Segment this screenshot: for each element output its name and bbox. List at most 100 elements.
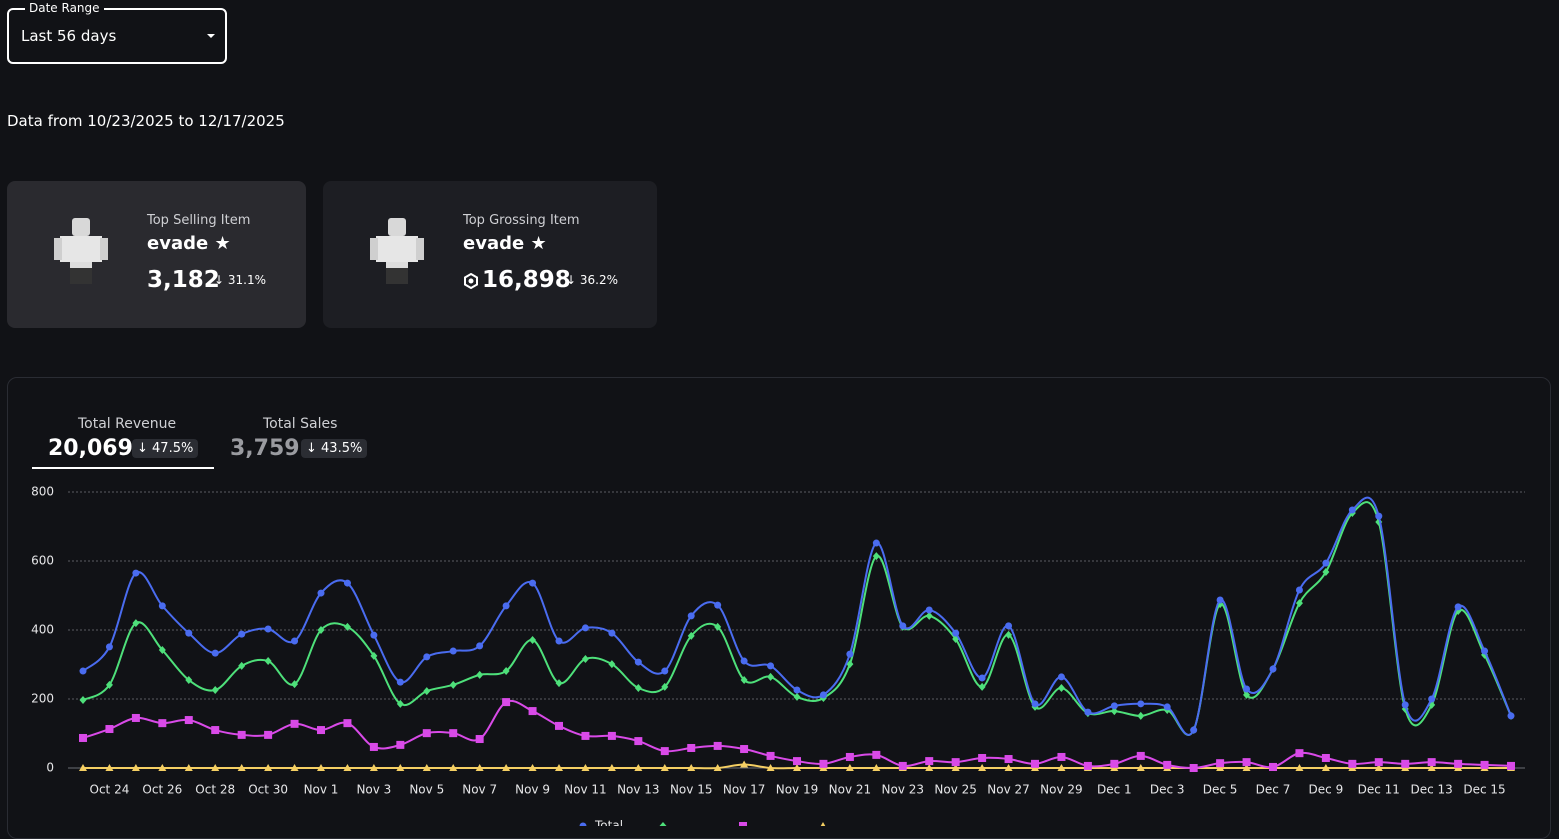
point — [158, 764, 167, 771]
point — [634, 737, 643, 746]
point — [264, 657, 272, 666]
point — [369, 764, 378, 771]
point — [846, 660, 854, 669]
point — [1136, 751, 1145, 760]
x-tick-label: Nov 1 — [304, 783, 339, 797]
point — [529, 636, 537, 645]
point — [528, 764, 537, 771]
point — [317, 764, 325, 771]
point — [1321, 764, 1330, 771]
metric-label[interactable]: Total Sales — [263, 416, 338, 432]
top-selling-card[interactable]: Top Selling Item evade ★ 3,182 ↓ 31.1% — [7, 181, 306, 328]
point — [105, 680, 113, 689]
x-tick-label: Nov 3 — [356, 783, 391, 797]
point — [1269, 762, 1277, 771]
point — [343, 719, 352, 728]
x-tick-label: Nov 5 — [409, 783, 444, 797]
point — [819, 691, 827, 699]
point — [581, 624, 589, 632]
point — [1084, 708, 1092, 716]
x-tick-label: Nov 27 — [987, 783, 1030, 797]
point — [687, 764, 696, 771]
metric-value: 20,069 — [48, 436, 133, 461]
point — [238, 630, 246, 638]
date-range-select[interactable]: Date Range Last 56 days — [7, 1, 227, 64]
y-tick-label: 400 — [31, 623, 54, 637]
x-tick-label: Oct 26 — [142, 783, 182, 797]
point — [978, 674, 986, 682]
change-value: 36.2% — [579, 273, 618, 287]
point — [1136, 764, 1145, 771]
point — [1507, 712, 1515, 720]
x-tick-label: Nov 19 — [776, 783, 819, 797]
point — [661, 682, 669, 691]
point — [713, 764, 722, 771]
active-tab-underline — [32, 467, 214, 469]
point — [211, 649, 219, 657]
point — [740, 760, 749, 768]
point — [158, 719, 167, 728]
point — [502, 602, 510, 610]
robux-icon — [464, 273, 478, 289]
point — [449, 680, 457, 689]
point — [502, 698, 511, 707]
point — [1427, 758, 1436, 767]
point — [659, 822, 667, 826]
x-tick-label: Dec 15 — [1463, 783, 1505, 797]
point — [1321, 753, 1330, 762]
point — [634, 764, 643, 771]
point — [1216, 764, 1225, 771]
point — [211, 764, 220, 771]
point — [158, 602, 166, 610]
point — [978, 764, 987, 771]
point — [502, 764, 511, 771]
point — [1427, 764, 1436, 771]
point — [1005, 622, 1013, 630]
point — [793, 757, 801, 766]
x-tick-label: Dec 7 — [1256, 783, 1291, 797]
point — [714, 622, 722, 631]
point — [529, 579, 537, 587]
point — [925, 764, 934, 771]
point — [502, 667, 510, 676]
point — [1216, 596, 1224, 604]
point — [528, 707, 537, 716]
point — [634, 683, 642, 692]
point — [1481, 647, 1489, 655]
point — [449, 647, 457, 655]
point — [343, 764, 352, 771]
x-tick-label: Nov 15 — [670, 783, 713, 797]
point — [608, 629, 616, 637]
point — [1243, 685, 1251, 693]
top-grossing-card[interactable]: Top Grossing Item evade ★ 16,898 ↓ 36.2% — [323, 181, 657, 328]
point — [1243, 690, 1251, 699]
point — [1401, 701, 1409, 709]
point — [1507, 761, 1515, 770]
point — [475, 764, 484, 771]
card-value: 16,898 — [482, 267, 571, 293]
point — [1005, 630, 1013, 639]
point — [1110, 759, 1119, 768]
point — [687, 612, 695, 620]
point — [555, 637, 563, 645]
card-change: ↓ 31.1% — [214, 273, 266, 287]
point — [237, 730, 246, 739]
point — [555, 679, 563, 688]
point — [343, 622, 351, 631]
point — [131, 713, 140, 722]
metric-label[interactable]: Total Revenue — [78, 416, 177, 432]
point — [291, 637, 299, 645]
y-tick-label: 200 — [31, 692, 54, 706]
point — [1190, 726, 1198, 734]
card-item: evade ★ — [147, 233, 231, 254]
point — [1401, 759, 1410, 768]
point — [1374, 764, 1383, 771]
point — [740, 745, 749, 754]
point — [105, 643, 113, 651]
change-value: 43.5% — [321, 441, 363, 456]
point — [1031, 700, 1039, 708]
point — [660, 764, 669, 771]
point — [476, 670, 484, 679]
